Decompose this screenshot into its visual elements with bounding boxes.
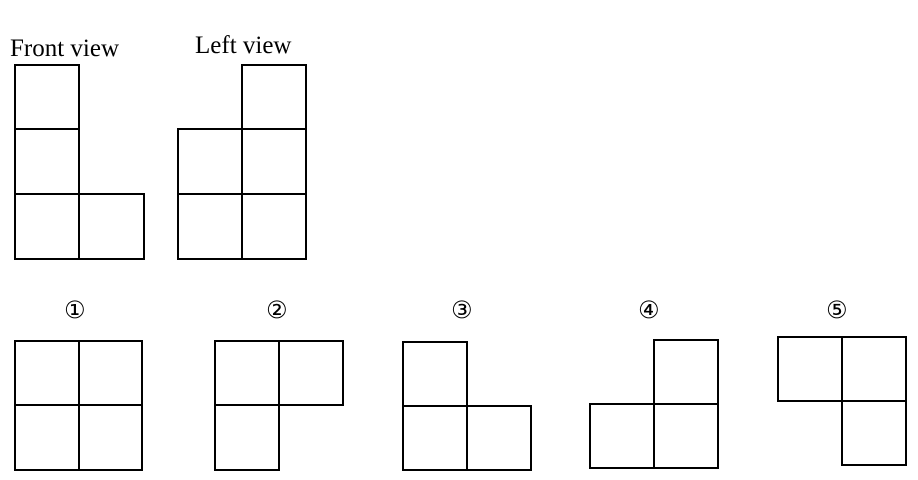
option-1-cell: [14, 340, 80, 406]
front-view-cell: [14, 128, 80, 195]
front-view-cell: [78, 193, 145, 260]
option-4-cell: [653, 403, 719, 469]
option-2-cell: [278, 340, 344, 406]
front-view-cell: [14, 193, 80, 260]
option-3-cell: [402, 341, 468, 407]
left-view-cell: [177, 128, 243, 195]
option-1-label: ①: [64, 296, 86, 324]
option-2-cell: [214, 404, 280, 471]
left-view-cell: [241, 64, 307, 130]
option-4-cell: [653, 339, 719, 405]
left-view-label: Left view: [195, 32, 292, 59]
left-view-cell: [241, 193, 307, 260]
option-5-label: ⑤: [826, 296, 848, 324]
option-2-label: ②: [266, 296, 288, 324]
front-view-cell: [14, 64, 80, 130]
option-5-cell: [777, 336, 843, 402]
option-3-cell: [402, 405, 468, 471]
option-1-cell: [78, 404, 143, 471]
option-1-cell: [78, 340, 143, 406]
option-1-cell: [14, 404, 80, 471]
option-4-cell: [589, 403, 655, 469]
option-2-cell: [214, 340, 280, 406]
option-3-cell: [466, 405, 532, 471]
left-view-cell: [177, 193, 243, 260]
front-view-label: Front view: [10, 35, 120, 62]
left-view-cell: [241, 128, 307, 195]
option-3-label: ③: [451, 296, 473, 324]
option-5-cell: [841, 336, 907, 402]
option-5-cell: [841, 400, 907, 466]
option-4-label: ④: [638, 296, 660, 324]
